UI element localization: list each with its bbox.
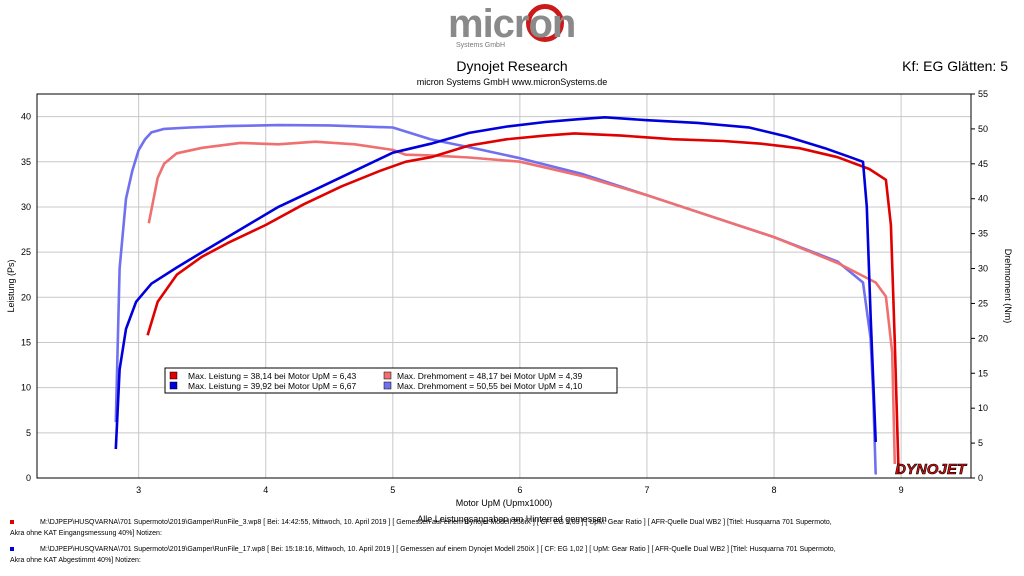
x-axis-label: Motor UpM (Upmx1000): [456, 498, 553, 508]
series-line-run3_torque: [147, 140, 897, 465]
y-right-tick-label: 55: [978, 89, 988, 99]
y-right-tick-label: 25: [978, 298, 988, 308]
y-right-tick-label: 15: [978, 368, 988, 378]
y-right-tick-label: 50: [978, 124, 988, 134]
y-right-tick-label: 20: [978, 333, 988, 343]
x-tick-label: 6: [517, 485, 522, 495]
y-left-tick-label: 25: [21, 247, 31, 257]
dynojet-logo: DYNOJET: [895, 461, 968, 478]
logo-subtitle: Systems GmbH: [456, 42, 506, 49]
chart-title: Dynojet Research: [456, 58, 568, 74]
footer-note: Alle Leistungsangaben am Hinterrad gemes…: [417, 514, 607, 524]
run3-info-cont: Akra ohne KAT Eingangsmessung 40%] Notiz…: [10, 530, 162, 537]
x-tick-label: 4: [263, 485, 268, 495]
y-right-tick-label: 30: [978, 264, 988, 274]
run17-info: M:\DJPEP\HUSQVARNA\701 Supermoto\2019\Ga…: [40, 546, 836, 553]
y-right-tick-label: 35: [978, 229, 988, 239]
legend-entry-run3-power: Max. Leistung = 38,14 bei Motor UpM = 6,…: [188, 371, 356, 381]
x-tick-label: 5: [390, 485, 395, 495]
legend-swatch-run3-power: [169, 371, 178, 380]
y-left-axis-label: Leistung (Ps): [6, 259, 16, 312]
y-left-tick-label: 30: [21, 202, 31, 212]
series-line-run17_torque: [114, 123, 877, 475]
x-tick-label: 9: [899, 485, 904, 495]
chart-subtitle: micron Systems GmbH www.micronSystems.de: [416, 77, 608, 87]
series-lines: [114, 116, 900, 475]
run17-info-cont: Akra ohne KAT Abgestimmt 40%] Notizen:: [10, 557, 141, 564]
y-right-tick-label: 0: [978, 473, 983, 483]
legend-swatch-run3-torque: [383, 371, 392, 380]
y-left-tick-label: 5: [26, 428, 31, 438]
y-left-tick-label: 10: [21, 383, 31, 393]
legend-entry-run17-torque: Max. Drehmoment = 50,55 bei Motor UpM = …: [397, 381, 582, 391]
run3-marker-icon: [10, 520, 14, 524]
logo-ring-icon: [526, 4, 564, 42]
legend-swatch-run17-power: [169, 381, 178, 390]
legend-entry-run3-torque: Max. Drehmoment = 48,17 bei Motor UpM = …: [397, 371, 582, 381]
axis-ticks: 3 4 5 6 7 8 9051015202530354005101520253035404…: [21, 89, 988, 495]
y-right-tick-label: 5: [978, 438, 983, 448]
run3-info: M:\DJPEP\HUSQVARNA\701 Supermoto\2019\Ga…: [40, 519, 832, 526]
legend: Max. Leistung = 38,14 bei Motor UpM = 6,…: [164, 367, 618, 394]
x-tick-label: 7: [644, 485, 649, 495]
x-tick-label: 3: [136, 485, 141, 495]
y-right-tick-label: 45: [978, 159, 988, 169]
legend-entry-run17-power: Max. Leistung = 39,92 bei Motor UpM = 6,…: [188, 381, 356, 391]
y-left-tick-label: 20: [21, 292, 31, 302]
y-left-tick-label: 0: [26, 473, 31, 483]
y-left-tick-label: 35: [21, 157, 31, 167]
y-right-tick-label: 10: [978, 403, 988, 413]
series-line-run17_power: [114, 116, 877, 450]
x-tick-label: 8: [772, 485, 777, 495]
smoothing-label: Kf: EG Glätten: 5: [902, 58, 1008, 74]
y-right-axis-label: Drehmoment (Nm): [1003, 249, 1013, 324]
y-right-tick-label: 40: [978, 194, 988, 204]
legend-swatch-run17-torque: [383, 381, 392, 390]
micron-logo: micron: [448, 2, 576, 46]
plot-frame: [36, 93, 972, 479]
y-left-tick-label: 40: [21, 112, 31, 122]
run17-marker-icon: [10, 547, 14, 551]
series-line-run3_power: [146, 132, 900, 474]
y-left-tick-label: 15: [21, 337, 31, 347]
